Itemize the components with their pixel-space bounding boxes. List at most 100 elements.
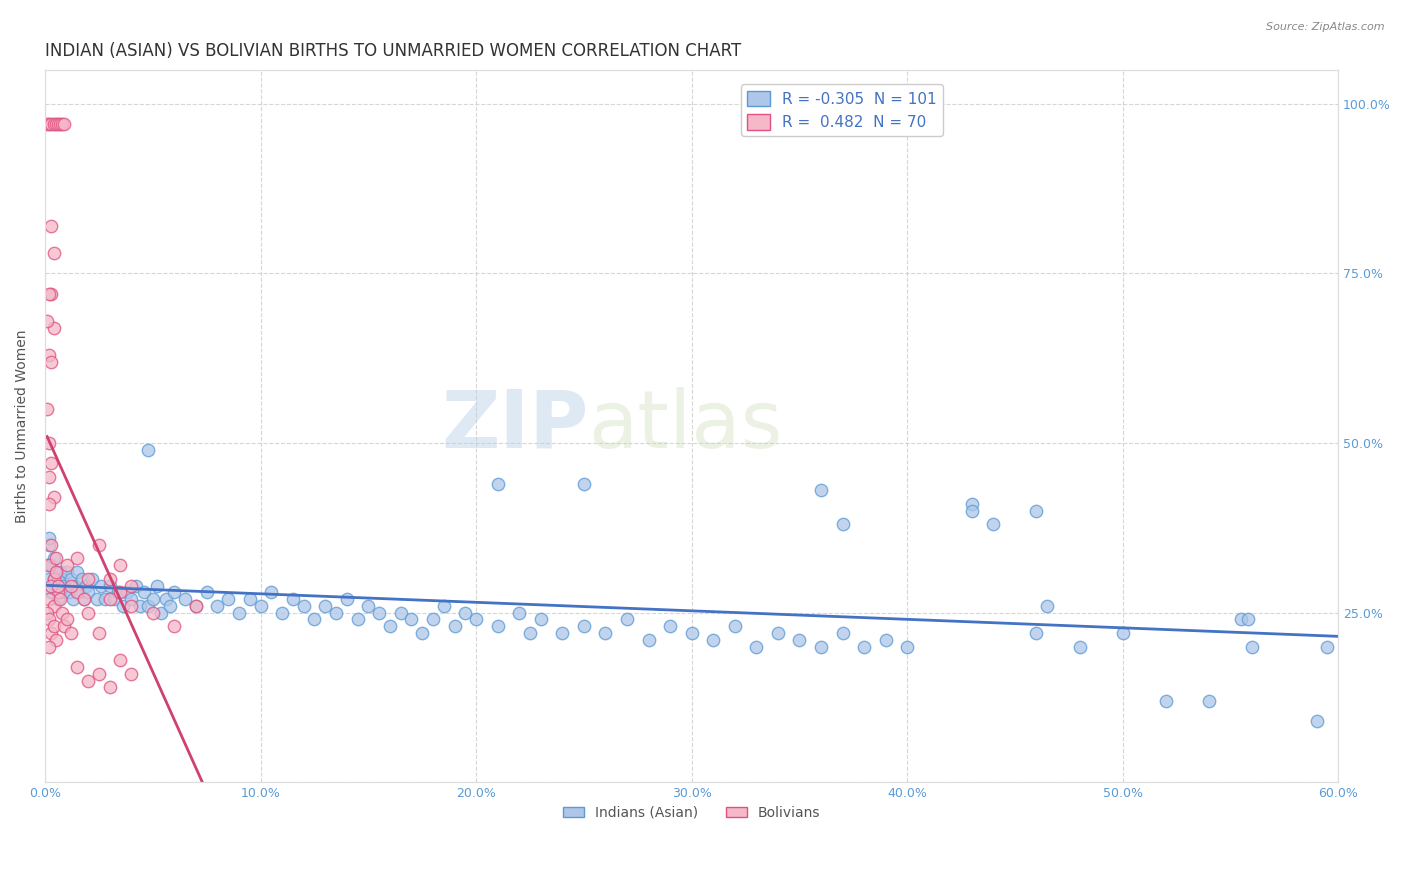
Point bbox=[681, 626, 703, 640]
Point bbox=[454, 606, 477, 620]
Point bbox=[831, 517, 853, 532]
Point bbox=[745, 640, 768, 654]
Point bbox=[983, 517, 1005, 532]
Point bbox=[55, 612, 77, 626]
Point bbox=[49, 565, 72, 579]
Point bbox=[595, 626, 617, 640]
Point bbox=[45, 565, 67, 579]
Point bbox=[38, 117, 60, 131]
Point bbox=[702, 632, 724, 647]
Point bbox=[304, 612, 326, 626]
Point bbox=[53, 619, 76, 633]
Point bbox=[103, 592, 125, 607]
Point bbox=[724, 619, 747, 633]
Point bbox=[346, 612, 368, 626]
Point bbox=[53, 117, 76, 131]
Point bbox=[70, 572, 93, 586]
Point bbox=[422, 612, 444, 626]
Point bbox=[1154, 694, 1177, 708]
Point bbox=[38, 612, 60, 626]
Point bbox=[184, 599, 207, 613]
Point bbox=[98, 572, 121, 586]
Point bbox=[55, 565, 77, 579]
Point bbox=[42, 572, 65, 586]
Point bbox=[142, 592, 165, 607]
Point bbox=[77, 673, 100, 688]
Point bbox=[38, 592, 60, 607]
Point bbox=[86, 592, 108, 607]
Point bbox=[45, 117, 67, 131]
Point bbox=[41, 286, 63, 301]
Point bbox=[260, 585, 283, 599]
Text: ZIP: ZIP bbox=[441, 387, 588, 465]
Point bbox=[45, 565, 67, 579]
Point bbox=[59, 626, 82, 640]
Point bbox=[87, 666, 110, 681]
Point bbox=[51, 572, 73, 586]
Point bbox=[46, 585, 69, 599]
Point bbox=[572, 476, 595, 491]
Point bbox=[401, 612, 423, 626]
Point bbox=[1241, 640, 1264, 654]
Point bbox=[63, 578, 86, 592]
Point bbox=[37, 117, 59, 131]
Point bbox=[77, 572, 100, 586]
Point bbox=[120, 666, 142, 681]
Point bbox=[831, 626, 853, 640]
Point bbox=[38, 531, 60, 545]
Point bbox=[128, 599, 150, 613]
Point bbox=[110, 558, 132, 573]
Point bbox=[138, 442, 160, 457]
Y-axis label: Births to Unmarried Women: Births to Unmarried Women bbox=[15, 329, 30, 523]
Point bbox=[38, 558, 60, 573]
Point bbox=[960, 504, 983, 518]
Point bbox=[77, 585, 100, 599]
Point bbox=[38, 572, 60, 586]
Point bbox=[66, 565, 89, 579]
Point bbox=[637, 632, 659, 647]
Point bbox=[228, 606, 250, 620]
Point bbox=[249, 599, 271, 613]
Point bbox=[138, 599, 160, 613]
Point bbox=[433, 599, 456, 613]
Point bbox=[508, 606, 530, 620]
Point bbox=[789, 632, 811, 647]
Point bbox=[142, 606, 165, 620]
Point bbox=[1305, 714, 1327, 729]
Point bbox=[875, 632, 897, 647]
Point bbox=[53, 578, 76, 592]
Point bbox=[49, 592, 72, 607]
Point bbox=[59, 578, 82, 592]
Point bbox=[159, 599, 181, 613]
Point bbox=[443, 619, 465, 633]
Point bbox=[98, 681, 121, 695]
Point bbox=[87, 626, 110, 640]
Point bbox=[38, 286, 60, 301]
Point bbox=[124, 578, 146, 592]
Point bbox=[336, 592, 359, 607]
Point bbox=[49, 585, 72, 599]
Point bbox=[41, 354, 63, 368]
Point bbox=[75, 578, 97, 592]
Point bbox=[46, 592, 69, 607]
Point bbox=[46, 578, 69, 592]
Point bbox=[107, 585, 129, 599]
Point bbox=[41, 117, 63, 131]
Text: Source: ZipAtlas.com: Source: ZipAtlas.com bbox=[1267, 22, 1385, 32]
Point bbox=[1036, 599, 1059, 613]
Point bbox=[111, 599, 134, 613]
Point bbox=[38, 497, 60, 511]
Point bbox=[90, 578, 112, 592]
Point bbox=[73, 592, 96, 607]
Point bbox=[465, 612, 488, 626]
Point bbox=[1025, 626, 1047, 640]
Point bbox=[325, 606, 347, 620]
Point bbox=[378, 619, 401, 633]
Point bbox=[69, 585, 91, 599]
Point bbox=[94, 592, 117, 607]
Point bbox=[37, 314, 59, 328]
Point bbox=[82, 572, 104, 586]
Point bbox=[41, 626, 63, 640]
Point bbox=[77, 606, 100, 620]
Point bbox=[42, 320, 65, 334]
